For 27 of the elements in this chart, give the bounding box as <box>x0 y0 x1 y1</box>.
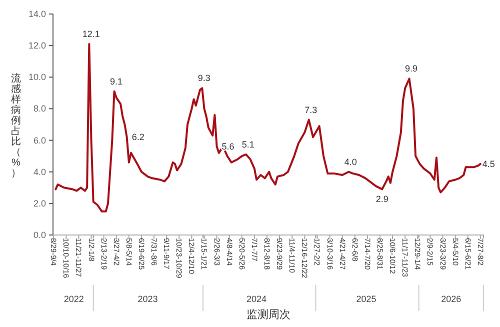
x2-tick-label: 2024 <box>246 294 267 304</box>
y-tick-label: 4.0 <box>33 166 46 177</box>
annotation: 12.1 <box>82 28 100 39</box>
annotation: 5.1 <box>242 139 254 150</box>
y-tick-label: 10.0 <box>28 72 46 82</box>
annotation: 9.3 <box>198 73 210 84</box>
y-tick-label: 12.0 <box>28 40 46 51</box>
x2-tick-label: 2025 <box>356 294 376 304</box>
annotation: 9.1 <box>110 76 123 86</box>
x2-tick-label: 2026 <box>441 294 462 304</box>
annotation: 6.2 <box>132 132 144 142</box>
text: 流感样病例占比（%） <box>11 73 21 179</box>
annotation: 4.0 <box>344 156 357 167</box>
annotation: 5.6 <box>222 142 234 152</box>
y-tick-label: 6.0 <box>33 135 46 146</box>
annotation: 9.9 <box>405 64 418 74</box>
x2-tick-label: 2023 <box>138 294 158 304</box>
y-tick-label: 8.0 <box>33 104 46 114</box>
annotation: 4.5 <box>482 158 495 169</box>
annotation: 2.9 <box>376 194 388 204</box>
y-tick-label: 14.0 <box>28 9 46 19</box>
x-axis-title: 监测周次 <box>246 309 290 321</box>
annotation: 7.3 <box>304 104 318 115</box>
line-series <box>54 42 482 212</box>
y-tick-label: 2.0 <box>33 198 46 208</box>
x2-tick-label: 2022 <box>64 294 84 304</box>
y-tick-label: 0.0 <box>33 230 46 240</box>
